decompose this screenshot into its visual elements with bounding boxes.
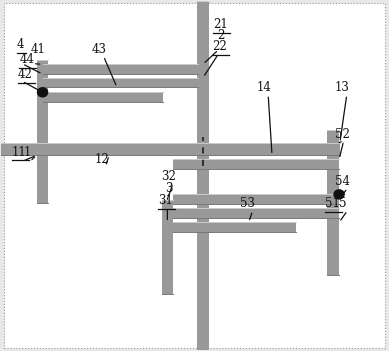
Bar: [173, 208, 339, 218]
Text: 2: 2: [217, 29, 224, 42]
Text: 3: 3: [165, 182, 172, 195]
Bar: [161, 200, 173, 294]
Text: 4: 4: [17, 38, 25, 51]
Bar: [173, 159, 339, 169]
Text: 1: 1: [24, 146, 32, 159]
Circle shape: [37, 88, 47, 97]
Bar: [197, 1, 209, 350]
Bar: [42, 92, 163, 102]
Text: 22: 22: [212, 40, 227, 53]
Bar: [173, 222, 296, 232]
Bar: [37, 60, 48, 204]
Text: 43: 43: [92, 43, 107, 56]
Text: 52: 52: [335, 127, 350, 140]
Text: 42: 42: [18, 68, 33, 81]
Text: 5: 5: [340, 198, 347, 211]
Text: 12: 12: [95, 153, 109, 166]
Circle shape: [334, 190, 344, 199]
Text: 11: 11: [12, 146, 26, 159]
Bar: [328, 130, 339, 275]
Text: 13: 13: [335, 81, 350, 94]
Bar: [42, 78, 198, 87]
Text: 44: 44: [19, 53, 34, 66]
Text: 14: 14: [256, 81, 272, 94]
Text: 53: 53: [240, 198, 255, 211]
Text: 51: 51: [325, 198, 340, 211]
Text: 21: 21: [213, 18, 228, 31]
Bar: [1, 143, 340, 155]
Text: 32: 32: [161, 170, 176, 183]
Text: 41: 41: [31, 42, 46, 55]
Text: 31: 31: [158, 194, 173, 207]
Bar: [173, 194, 339, 204]
Text: 54: 54: [335, 175, 350, 188]
Bar: [42, 64, 198, 74]
